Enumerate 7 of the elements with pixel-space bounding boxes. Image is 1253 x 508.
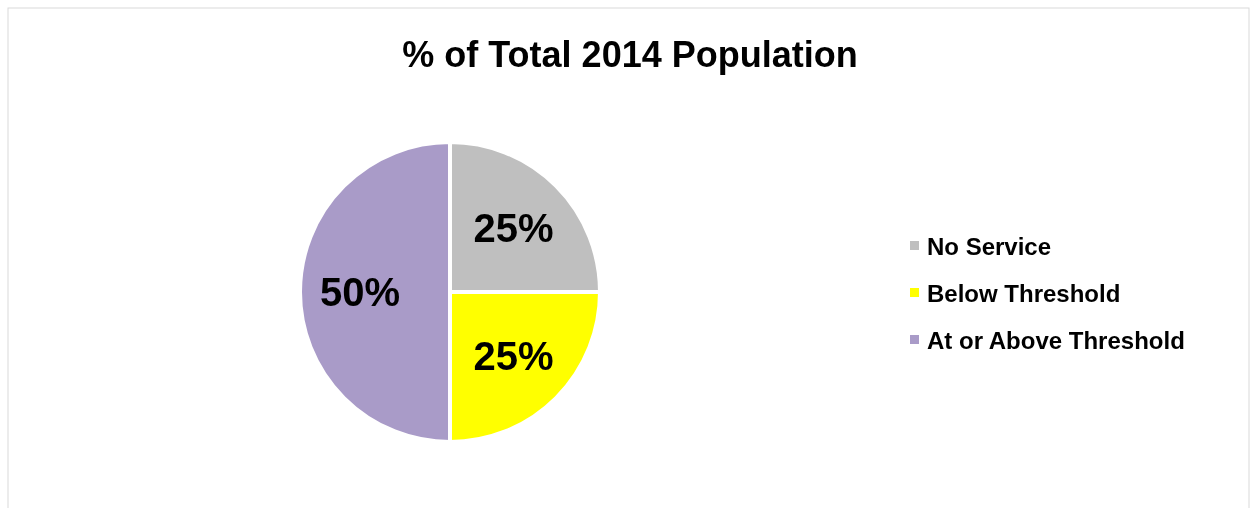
legend-label: No Service <box>927 233 1052 261</box>
chart-title: % of Total 2014 Population <box>402 34 858 75</box>
legend-label: Below Threshold <box>927 280 1121 308</box>
data-label: 50% <box>319 270 401 314</box>
legend-label: At or Above Threshold <box>927 327 1185 355</box>
data-label: 25% <box>473 206 554 251</box>
data-label: 25% <box>473 333 554 378</box>
